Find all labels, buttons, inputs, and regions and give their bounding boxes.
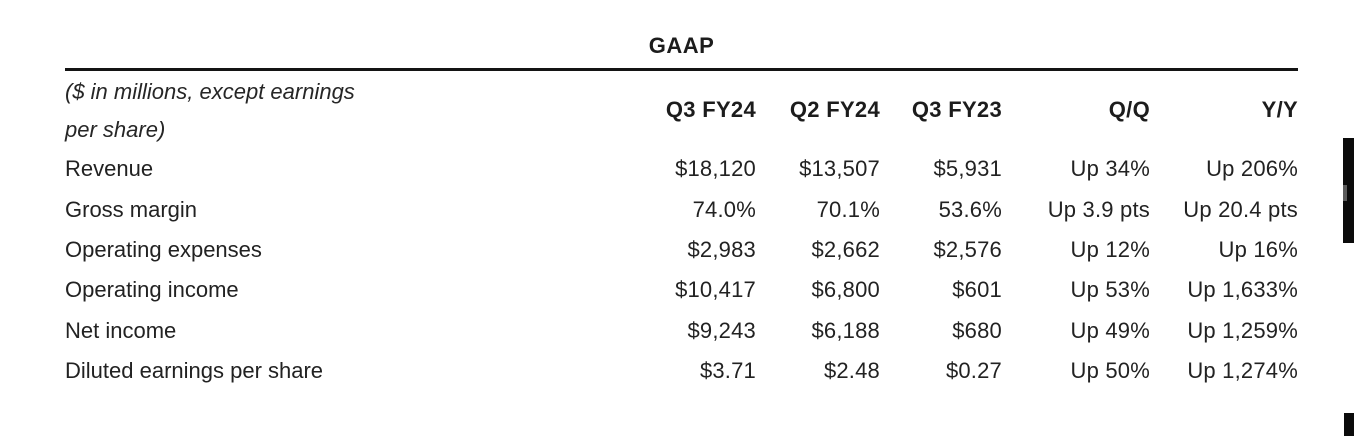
row-label: Revenue xyxy=(65,156,154,182)
cell-value: $5,931 xyxy=(933,156,1002,182)
cell-value: $601 xyxy=(952,277,1002,303)
table-header-row: ($ in millions, except earnings per shar… xyxy=(65,71,1298,149)
cell-value: Up 34% xyxy=(1070,156,1150,182)
units-note: ($ in millions, except earnings per shar… xyxy=(65,71,465,149)
gaap-financials-table: GAAP ($ in millions, except earnings per… xyxy=(65,0,1298,391)
table-row-gross-margin: Gross margin 74.0% 70.1% 53.6% Up 3.9 pt… xyxy=(65,189,1298,229)
cell-value: Up 50% xyxy=(1070,358,1150,384)
column-header-q2fy24: Q2 FY24 xyxy=(789,97,880,122)
cell-value: $10,417 xyxy=(675,277,756,303)
cell-value: $2.48 xyxy=(823,358,880,384)
row-label: Net income xyxy=(65,317,177,343)
table-row-net-income: Net income $9,243 $6,188 $680 Up 49% Up … xyxy=(65,311,1298,351)
cell-value: 70.1% xyxy=(816,196,880,222)
table-row-operating-income: Operating income $10,417 $6,800 $601 Up … xyxy=(65,270,1298,310)
cell-value: $0.27 xyxy=(945,358,1002,384)
cell-value: $2,662 xyxy=(811,236,880,262)
row-label: Operating expenses xyxy=(65,236,262,262)
cell-value: $6,800 xyxy=(811,277,880,303)
cell-value: Up 206% xyxy=(1206,156,1298,182)
cell-value: $18,120 xyxy=(675,156,756,182)
cell-value: $680 xyxy=(952,317,1002,343)
scrollbar-fragment-bottom[interactable] xyxy=(1344,413,1354,436)
cell-value: Up 1,274% xyxy=(1187,358,1298,384)
cell-value: Up 12% xyxy=(1070,236,1150,262)
units-note-line2: per share) xyxy=(65,117,166,142)
cell-value: $9,243 xyxy=(687,317,756,343)
cell-value: Up 1,259% xyxy=(1187,317,1298,343)
column-header-yy: Y/Y xyxy=(1261,97,1298,122)
scrollbar-fragment-top[interactable] xyxy=(1343,138,1354,243)
row-label: Operating income xyxy=(65,277,239,303)
cell-value: $13,507 xyxy=(799,156,880,182)
cell-value: $2,576 xyxy=(933,236,1002,262)
scrollbar-thumb-mark xyxy=(1343,185,1347,201)
column-header-q3fy24: Q3 FY24 xyxy=(665,97,756,122)
cell-value: $3.71 xyxy=(699,358,756,384)
cell-value: Up 3.9 pts xyxy=(1047,196,1150,222)
units-note-line1: ($ in millions, except earnings xyxy=(65,79,355,104)
table-row-diluted-eps: Diluted earnings per share $3.71 $2.48 $… xyxy=(65,351,1298,391)
row-label: Diluted earnings per share xyxy=(65,358,324,384)
column-header-qq: Q/Q xyxy=(1108,97,1150,122)
cell-value: Up 1,633% xyxy=(1187,277,1298,303)
cell-value: 74.0% xyxy=(692,196,756,222)
cell-value: Up 53% xyxy=(1070,277,1150,303)
cell-value: 53.6% xyxy=(938,196,1002,222)
cell-value: Up 20.4 pts xyxy=(1183,196,1298,222)
cell-value: Up 16% xyxy=(1218,236,1298,262)
cell-value: Up 49% xyxy=(1070,317,1150,343)
header-rule xyxy=(65,68,1298,71)
row-label: Gross margin xyxy=(65,196,198,222)
table-row-revenue: Revenue $18,120 $13,507 $5,931 Up 34% Up… xyxy=(65,149,1298,189)
table-row-operating-expenses: Operating expenses $2,983 $2,662 $2,576 … xyxy=(65,230,1298,270)
cell-value: $6,188 xyxy=(811,317,880,343)
table-title: GAAP xyxy=(648,33,715,58)
cell-value: $2,983 xyxy=(687,236,756,262)
column-header-q3fy23: Q3 FY23 xyxy=(911,97,1002,122)
